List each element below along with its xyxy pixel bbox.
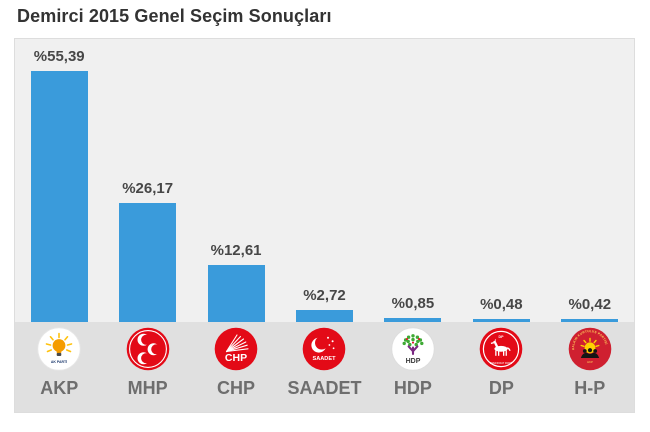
party-column-dp: DP DEMOKRAT PARTİ DP [457,322,545,412]
party-column-mhp: MHP [103,322,191,412]
logo-strip: AK PARTİ AKP MHP CHP CHP SAADET SAADET [15,322,634,412]
akp-lightbulb-logo: AK PARTİ [37,327,82,371]
bar-column-hdp: %0,85 [369,39,457,322]
dp-white-horse-logo: DP DEMOKRAT PARTİ [479,327,523,371]
bar-value-label-mhp: %26,17 [122,180,174,198]
party-name-label-dp: DP [488,378,514,398]
svg-text:DP: DP [499,335,505,339]
svg-text:HDP: HDP [406,358,421,365]
bar-value-label-dp: %0,48 [480,295,523,313]
party-name-label-saadet: SAADET [287,378,362,398]
bar-column-mhp: %26,17 [103,39,191,322]
svg-text:SAADET: SAADET [313,356,337,362]
party-name-label-chp: CHP [217,378,256,398]
party-column-hdp: HDP HDP [369,322,457,412]
party-column-chp: CHP CHP [192,322,280,412]
mhp-three-crescents-logo [126,327,170,371]
party-name-label-hkp: H-P [574,378,606,398]
bar-chp [207,264,265,322]
party-name-label-akp: AKP [40,378,79,398]
bar-value-label-chp: %12,61 [210,241,262,259]
party-column-hkp: HALKIN KURTULUŞ PARTİSİ HKP H-P [546,322,634,412]
svg-text:HKP: HKP [587,360,593,364]
party-name-label-mhp: MHP [127,378,168,398]
party-name-label-hdp: HDP [393,378,432,398]
svg-text:DEMOKRAT PARTİ: DEMOKRAT PARTİ [490,360,513,365]
bar-hkp [561,318,619,322]
election-results-bar-chart: %55,39 %26,17 %12,61 %2,72 %0,85 %0,48 %0,42 A… [14,38,635,413]
bar-value-label-akp: %55,39 [33,48,85,65]
bar-akp [30,71,88,322]
svg-text:AK PARTİ: AK PARTİ [51,360,67,364]
chp-six-arrows-logo: CHP [214,327,258,371]
bar-value-label-saadet: %2,72 [303,286,346,304]
bar-value-label-hdp: %0,85 [391,295,435,313]
party-column-saadet: SAADET SAADET [280,322,368,412]
plot-area: %55,39 %26,17 %12,61 %2,72 %0,85 %0,48 %0,42 [15,39,634,322]
bar-column-hkp: %0,42 [546,39,634,322]
svg-text:CHP: CHP [225,352,247,364]
hdp-tree-logo: HDP [391,327,435,371]
bar-column-akp: %55,39 [15,39,103,322]
bar-column-chp: %12,61 [192,39,280,322]
bar-mhp [119,203,177,322]
hkp-sun-workers-logo: HALKIN KURTULUŞ PARTİSİ HKP [568,327,612,371]
party-column-akp: AK PARTİ AKP [15,322,103,412]
bar-saadet [295,309,353,322]
bar-hdp [384,318,442,322]
bar-dp [472,318,530,322]
page-title: Demirci 2015 Genel Seçim Sonuçları [17,6,332,26]
bar-value-label-hkp: %0,42 [568,295,612,313]
bar-column-saadet: %2,72 [280,39,368,322]
bar-column-dp: %0,48 [457,39,545,322]
saadet-crescent-stars-logo: SAADET [302,327,346,371]
